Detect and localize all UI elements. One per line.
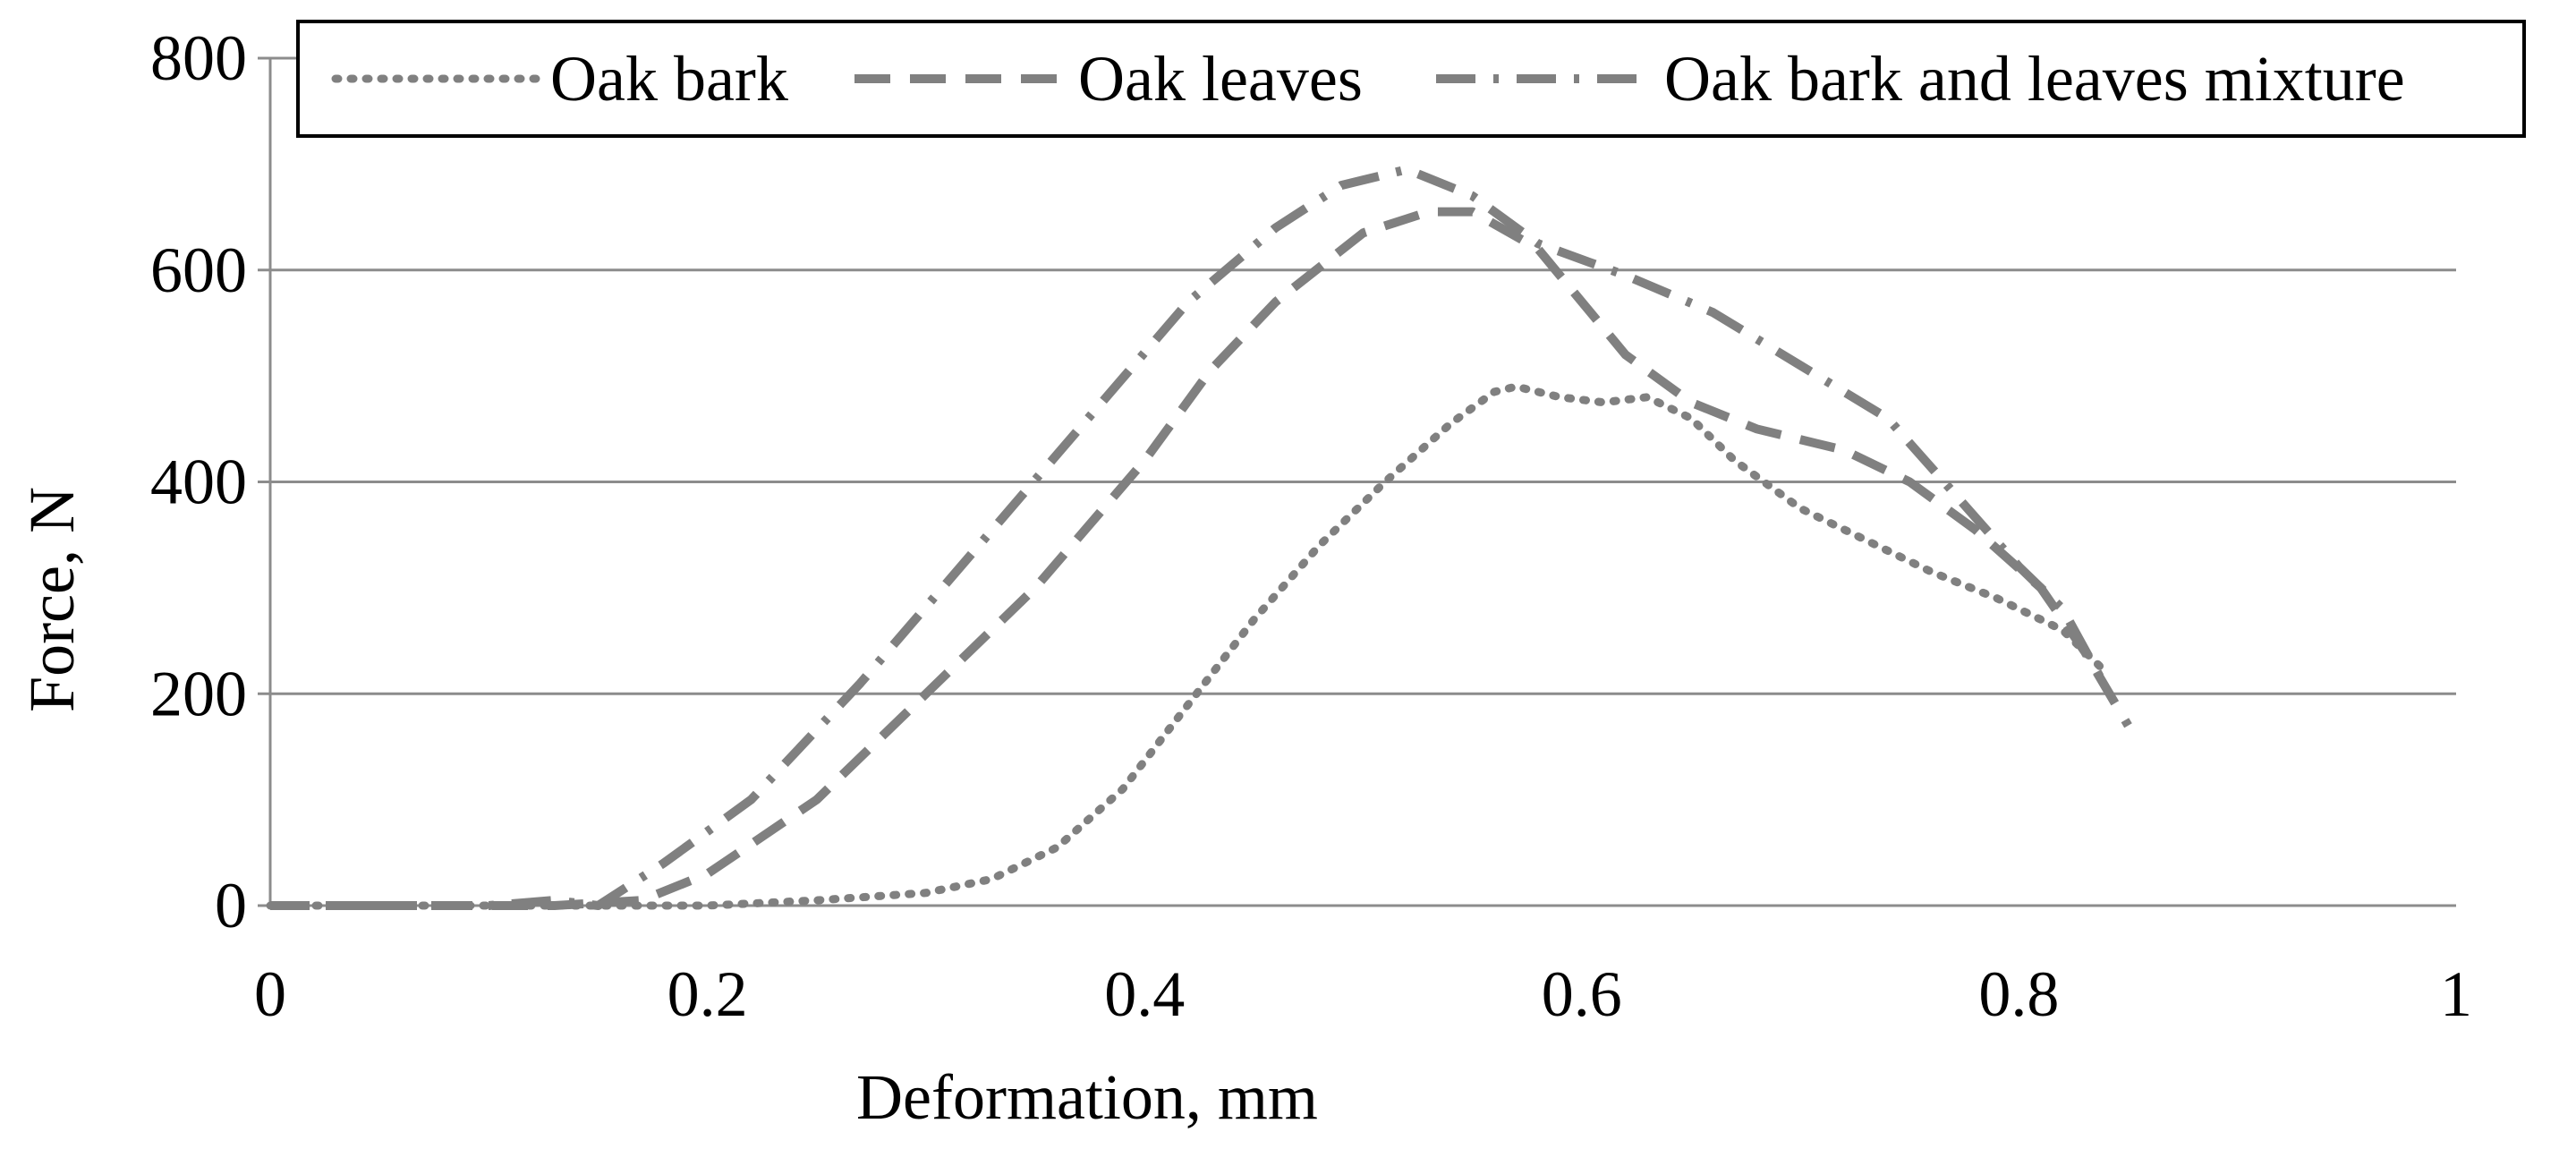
y-tick-label-0: 0: [215, 870, 247, 941]
x-tick-label-2: 0.4: [1104, 958, 1185, 1030]
x-tick-label-3: 0.6: [1542, 958, 1622, 1030]
gridlines: [270, 56, 2456, 695]
x-tick-label-5: 1: [2440, 958, 2472, 1030]
y-tick-label-1: 200: [150, 658, 247, 729]
y-axis-label: Force, N: [16, 487, 88, 712]
series-line-oak-leaves: [270, 207, 2132, 910]
x-tick-label-0: 0: [254, 958, 286, 1030]
y-tick-label-3: 600: [150, 234, 247, 306]
x-axis-label: Deformation, mm: [856, 1061, 1318, 1133]
series-line-oak-bark: [266, 382, 2111, 910]
legend-label-mixture: Oak bark and leaves mixture: [1664, 43, 2405, 115]
tick-labels: 0 200 400 600 800 0 0.2 0.4 0.6 0.8 1: [150, 22, 2472, 1030]
series-lines: [266, 165, 2132, 910]
y-tick-label-2: 400: [150, 447, 247, 518]
legend-box: [296, 20, 2526, 138]
legend-label-oak-leaves: Oak leaves: [1078, 43, 1363, 115]
series-line-oak-bark-and-leaves-mixture: [270, 165, 2111, 910]
y-tick-label-4: 800: [150, 22, 247, 94]
legend-label-oak-bark: Oak bark: [550, 43, 788, 115]
x-tick-label-1: 0.2: [667, 958, 748, 1030]
x-tick-label-4: 0.8: [1978, 958, 2059, 1030]
legend: Oak bark Oak leaves Oak bark and leaves …: [296, 20, 2526, 138]
